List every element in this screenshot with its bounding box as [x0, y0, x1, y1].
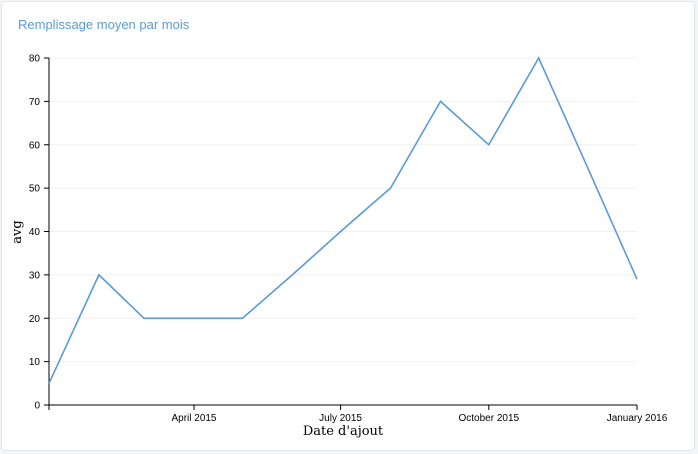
x-tick: January 2016	[607, 405, 668, 424]
y-tick-label: 70	[29, 97, 41, 108]
y-tick: 70	[29, 97, 49, 108]
series-lines	[48, 56, 638, 384]
x-tick-label: April 2015	[171, 413, 216, 424]
y-tick-label: 60	[29, 140, 41, 151]
y-tick-label: 10	[29, 357, 41, 368]
grid-lines	[49, 57, 637, 363]
x-tick-label: July 2015	[319, 413, 362, 424]
x-tick: October 2015	[458, 405, 520, 424]
y-tick: 50	[29, 184, 49, 195]
y-tick-label: 20	[29, 314, 41, 325]
series-line	[48, 56, 638, 384]
y-tick: 20	[29, 314, 49, 325]
y-tick: 10	[29, 357, 49, 368]
y-tick-label: 40	[29, 227, 41, 238]
y-axis-title: avg	[10, 220, 25, 243]
x-tick-label: January 2016	[607, 413, 668, 424]
y-tick: 30	[29, 270, 49, 281]
card-title: Remplissage moyen par mois	[18, 17, 190, 32]
y-tick: 80	[29, 54, 49, 65]
y-tick-label: 0	[34, 401, 40, 412]
y-axis: 0 10 20 30 40 50 60 70 80	[29, 54, 50, 412]
y-tick: 40	[29, 227, 49, 238]
x-tick-label: October 2015	[458, 413, 519, 424]
x-axis: April 2015 July 2015 October 2015 January 2…	[48, 404, 668, 424]
y-tick-label: 30	[29, 270, 41, 281]
x-axis-title: Date d'ajout	[303, 424, 384, 439]
y-tick-label: 50	[29, 184, 41, 195]
y-tick-label: 80	[29, 54, 41, 65]
x-tick: July 2015	[319, 405, 362, 424]
y-tick: 0	[34, 401, 49, 412]
y-tick: 60	[29, 140, 49, 151]
x-tick: April 2015	[171, 405, 217, 424]
